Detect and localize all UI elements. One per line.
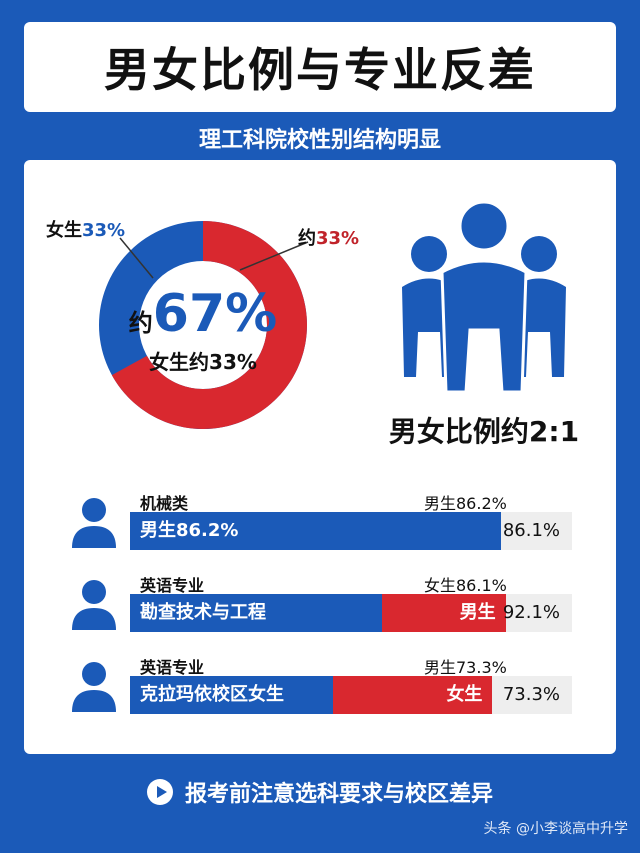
female-leader-line: [119, 237, 154, 279]
row-top-value: 女生86.1%: [424, 576, 507, 595]
person-icon: [72, 662, 116, 712]
progress-bar: 克拉玛依校区女生 女生 73.3%: [130, 676, 572, 714]
male-label-prefix: 约: [298, 228, 316, 249]
watermark: 头条 @小李谈高中升学: [483, 821, 628, 837]
page-title: 男女比例与专业反差: [104, 43, 536, 97]
center-pct: 67%: [152, 284, 278, 344]
row-title: 英语专业: [140, 576, 205, 595]
title-card: 男女比例与专业反差: [24, 22, 616, 112]
bar-red-label: 女生: [446, 684, 483, 705]
person-icon: [72, 498, 116, 548]
center-prefix: 约: [128, 309, 153, 337]
bar-red-fill: [333, 676, 493, 714]
bar-label: 勘查技术与工程: [140, 602, 266, 623]
female-label-pct: 33%: [82, 220, 126, 241]
bar-label: 克拉玛依校区女生: [140, 684, 284, 705]
donut-chart: [99, 221, 309, 429]
female-label-prefix: 女生: [46, 220, 82, 241]
bar-end-value: 86.1%: [502, 520, 560, 541]
donut-male-label: 约33%: [298, 224, 359, 250]
page-subtitle: 理工科院校性别结构明显: [198, 128, 441, 153]
progress-bar: 勘查技术与工程 男生 92.1%: [130, 594, 572, 632]
donut-center-sub: 女生约33%: [149, 350, 257, 374]
donut-center-value: 约67%: [118, 284, 288, 344]
row-title: 英语专业: [140, 658, 205, 677]
progress-bar: 男生86.2% 86.1%: [130, 512, 572, 550]
row-title: 机械类: [140, 494, 189, 513]
bar-blue-fill: [130, 512, 502, 550]
major-row-3: 英语专业 男生73.3% 克拉玛依校区女生 女生 73.3%: [24, 654, 616, 724]
donut-male-segment: [111, 221, 307, 429]
row-top-value: 男生86.2%: [424, 494, 507, 513]
male-label-pct: 33%: [316, 228, 360, 249]
bottom-tip-text: 报考前注意选科要求与校区差异: [184, 782, 493, 807]
bar-blue-fill: [130, 594, 382, 632]
person-icon: [72, 580, 116, 630]
ratio-text: 男女比例约2:1: [388, 415, 580, 448]
main-card: 女生33% 约33% 约67% 女生约33% 男女比例约2:1 机械类 男生86…: [24, 160, 616, 754]
major-row-2: 英语专业 女生86.1% 勘查技术与工程 男生 92.1%: [24, 572, 616, 642]
bar-blue-fill: [130, 676, 334, 714]
play-icon: [146, 779, 173, 805]
bottom-tip-bar[interactable]: 报考前注意选科要求与校区差异: [24, 762, 616, 822]
bar-end-value: 73.3%: [502, 684, 560, 705]
row-top-value: 男生73.3%: [424, 658, 507, 677]
bar-label: 男生86.2%: [140, 520, 239, 541]
donut-female-label: 女生33%: [46, 216, 125, 242]
bar-red-fill: [381, 594, 506, 632]
people-group-icon: [402, 202, 566, 394]
major-row-1: 机械类 男生86.2% 男生86.2% 86.1%: [24, 490, 616, 560]
bar-red-label: 男生: [459, 602, 496, 623]
male-leader-line: [239, 241, 309, 271]
bar-end-value: 92.1%: [502, 602, 560, 623]
